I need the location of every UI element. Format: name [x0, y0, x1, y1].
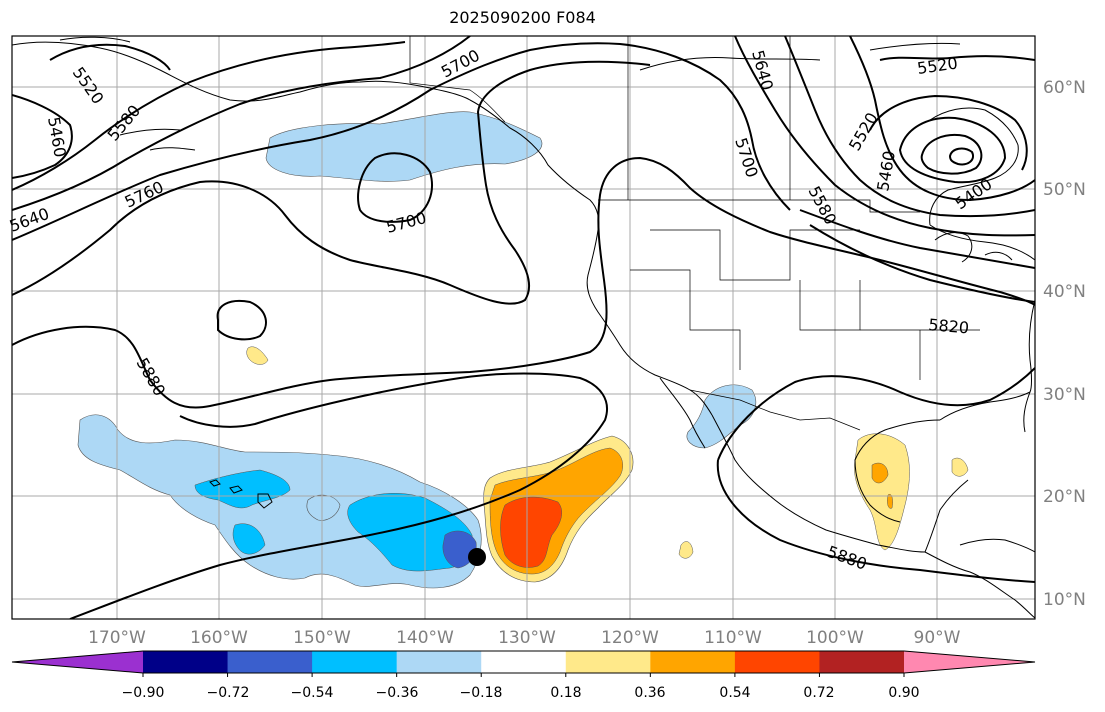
- lon-label: 140°W: [396, 628, 454, 648]
- contour-ne-5: [869, 94, 1028, 171]
- colorbar-segment: [396, 651, 482, 673]
- colorbar-tick-label: 0.72: [803, 685, 834, 701]
- fill-east-pacific-red: [500, 496, 562, 568]
- colorbar-tick-label: 0.90: [888, 685, 919, 701]
- contour-ne-2: [784, 36, 1035, 218]
- contour-5880: [69, 372, 608, 619]
- lat-label: 10°N: [1043, 590, 1086, 610]
- colorbar-segment: [481, 651, 567, 673]
- fill-baja-light-blue: [686, 384, 756, 449]
- contour-5760: [12, 60, 651, 305]
- contour-5520-west: [49, 43, 171, 71]
- fill-small-yellow-2: [678, 541, 694, 559]
- colorbar-labels: −0.90 −0.72 −0.54 −0.36 −0.18 0.18 0.36 …: [122, 685, 920, 701]
- colorbar-tick-label: 0.54: [719, 685, 750, 701]
- colorbar-tick-label: −0.72: [207, 685, 250, 701]
- contour-ne-4: [879, 55, 1035, 61]
- colorbar-extend-high: [904, 651, 1035, 673]
- colorbar-segment: [227, 651, 313, 673]
- lon-label: 170°W: [88, 628, 146, 648]
- lat-label: 20°N: [1043, 487, 1086, 507]
- contour-5880-east: [717, 367, 1035, 461]
- contour-5700-big: [12, 42, 791, 241]
- contour-5880-south: [716, 459, 1035, 583]
- colorbar-segment: [819, 651, 905, 673]
- storm-center-marker: [468, 548, 486, 566]
- longitude-labels: 170°W 160°W 150°W 140°W 130°W 120°W 110°…: [88, 628, 961, 648]
- lon-label: 110°W: [704, 628, 762, 648]
- lon-label: 150°W: [293, 628, 351, 648]
- map-title: 2025090200 F084: [449, 8, 596, 27]
- political-borders: [409, 36, 980, 431]
- lat-label: 40°N: [1043, 282, 1086, 302]
- lon-label: 130°W: [498, 628, 556, 648]
- anomaly-fills: [77, 111, 969, 589]
- contour-ne-7: [920, 134, 983, 175]
- colorbar-segment: [312, 651, 398, 673]
- lon-label: 100°W: [806, 628, 864, 648]
- lat-label: 50°N: [1043, 180, 1086, 200]
- fill-mexico-orange: [871, 462, 893, 509]
- colorbar-segment: [650, 651, 736, 673]
- contour-5580: [12, 41, 406, 191]
- lon-label: 120°W: [601, 628, 659, 648]
- colorbar: [11, 650, 1036, 677]
- contour-5640: [12, 36, 471, 211]
- colorbar-tick-label: −0.18: [460, 685, 503, 701]
- lon-label: 160°W: [190, 628, 248, 648]
- map-frame: [11, 35, 1036, 620]
- contour-ne-8: [948, 147, 974, 166]
- colorbar-segment: [734, 651, 820, 673]
- fill-small-yellow-1: [246, 346, 269, 365]
- lat-label: 30°N: [1043, 385, 1086, 405]
- fill-gulf-yellow: [951, 457, 969, 477]
- contour-5880-closed-small: [216, 300, 267, 341]
- colorbar-tick-label: −0.90: [122, 685, 165, 701]
- contour-ne-6: [898, 116, 1007, 184]
- contour-ne-9: [799, 209, 1035, 269]
- contour-ne-1: [734, 36, 1035, 237]
- lat-label: 60°N: [1043, 78, 1086, 98]
- latitude-labels: 60°N 50°N 40°N 30°N 20°N 10°N: [1043, 78, 1086, 610]
- contour-5700-closed: [357, 152, 433, 223]
- colorbar-tick-label: 0.18: [550, 685, 581, 701]
- lon-label: 90°W: [914, 628, 961, 648]
- fill-north-pacific-light-blue: [265, 111, 543, 182]
- colorbar-extend-low: [12, 651, 143, 673]
- contour-5460-west: [12, 94, 73, 179]
- contour-5820: [12, 156, 1035, 409]
- contour-label: 5820: [928, 315, 970, 337]
- colorbar-tick-label: −0.36: [376, 685, 419, 701]
- coastlines: [12, 36, 1035, 619]
- colorbar-tick-label: 0.36: [634, 685, 665, 701]
- height-contours: [12, 36, 1035, 619]
- contour-ne-10: [809, 224, 1035, 303]
- colorbar-tick-label: −0.54: [291, 685, 334, 701]
- colorbar-segment: [565, 651, 651, 673]
- contour-ne-3: [849, 36, 1035, 202]
- colorbar-segment: [143, 651, 229, 673]
